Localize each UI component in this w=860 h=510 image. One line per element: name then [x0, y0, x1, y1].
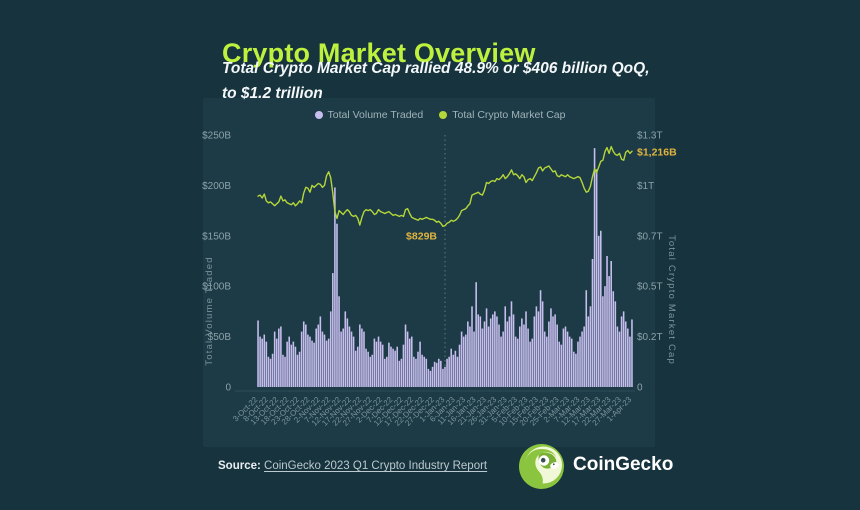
legend-item-volume: Total Volume Traded — [314, 109, 424, 121]
volume-bars — [257, 148, 633, 387]
svg-text:0: 0 — [637, 383, 643, 394]
market-chart: 0 $50B $100B $150B $200B $250B 0 $0.2T $0.5T $0.7… — [202, 131, 677, 428]
svg-text:$0.5T: $0.5T — [637, 282, 663, 293]
x-axis-labels: 3-Oct-228-Oct-2213-Oct-2218-Oct-2223-Oct… — [231, 395, 634, 428]
svg-text:$250B: $250B — [202, 131, 231, 142]
legend-market-cap-label: Total Crypto Market Cap — [452, 109, 566, 121]
legend-volume-label: Total Volume Traded — [327, 109, 424, 121]
svg-text:$0.7T: $0.7T — [637, 231, 663, 242]
page-title: Crypto Market Overview — [222, 38, 536, 69]
svg-text:$50B: $50B — [208, 332, 232, 343]
y-left-axis-title: Total Volume Traded — [204, 256, 215, 365]
svg-text:$1T: $1T — [637, 181, 654, 192]
coingecko-brand-name: CoinGecko — [573, 454, 674, 475]
y-right-axis-title: Total Crypto Market Cap — [666, 235, 677, 365]
source-label: Source: — [218, 460, 261, 472]
low-annotation: $829B — [406, 230, 437, 242]
svg-text:$150B: $150B — [202, 231, 231, 242]
source-report-link[interactable]: CoinGecko 2023 Q1 Crypto Industry Report — [264, 460, 488, 472]
market-cap-line — [257, 145, 633, 228]
y-axis-left: 0 $50B $100B $150B $200B $250B — [202, 131, 231, 394]
subtitle-line-2: to $1.2 trillion — [222, 85, 323, 102]
subtitle-line-1: Total Crypto Market Cap rallied 48.9% or… — [222, 60, 650, 77]
coingecko-logo-icon — [519, 444, 564, 489]
page-subtitle: Total Crypto Market Cap rallied 48.9% or… — [222, 56, 682, 106]
source-line: Source: CoinGecko 2023 Q1 Crypto Industr… — [218, 460, 487, 472]
y-axis-right: 0 $0.2T $0.5T $0.7T $1T $1.3T — [637, 131, 663, 394]
chart-panel — [203, 98, 655, 447]
svg-text:$100B: $100B — [202, 282, 231, 293]
svg-text:0: 0 — [225, 383, 231, 394]
svg-text:$1.3T: $1.3T — [637, 131, 663, 142]
market-cap-series-dot-icon — [439, 111, 448, 119]
svg-text:$200B: $200B — [202, 181, 231, 192]
svg-text:$0.2T: $0.2T — [637, 332, 663, 343]
end-annotation: $1,216B — [637, 146, 677, 158]
chart-legend: Total Volume Traded Total Crypto Market … — [190, 109, 690, 121]
legend-item-market-cap: Total Crypto Market Cap — [439, 109, 565, 121]
volume-series-dot-icon — [314, 111, 323, 119]
